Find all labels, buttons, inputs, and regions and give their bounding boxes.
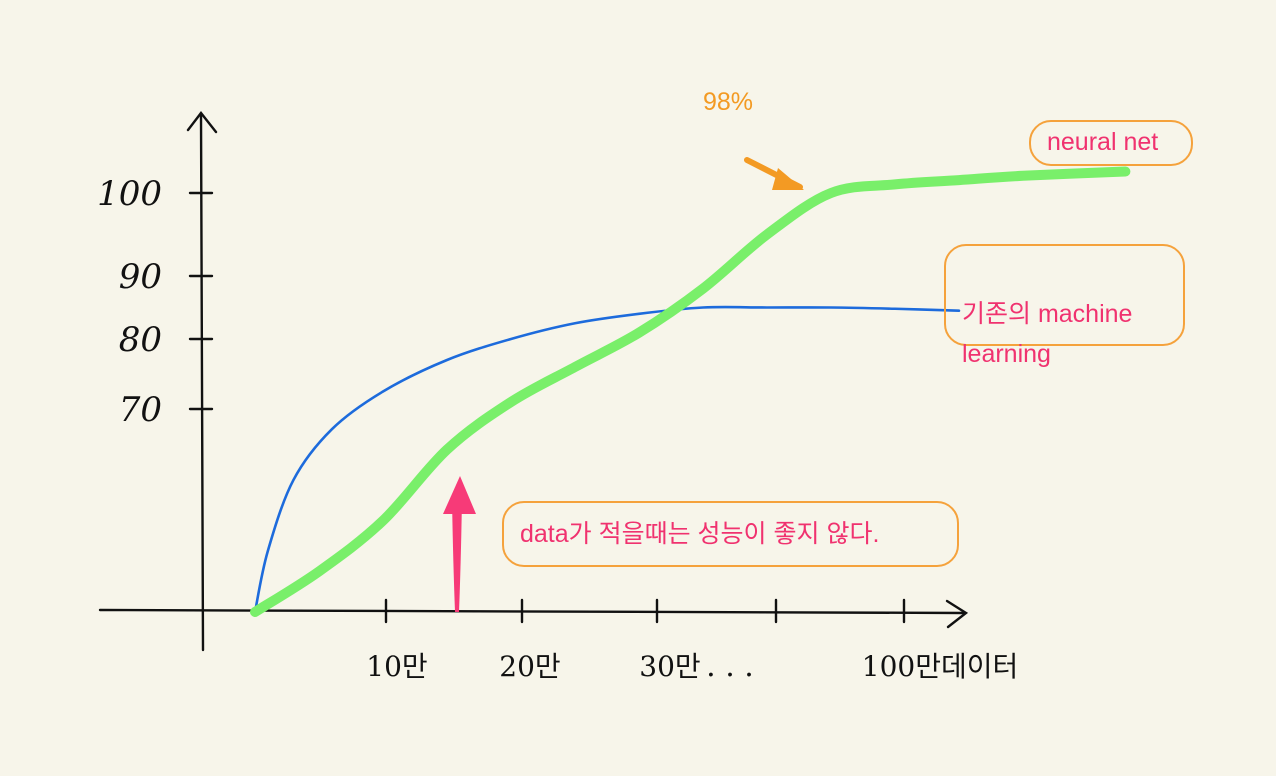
low-data-arrowhead [443,476,476,514]
x-axis [98,608,967,615]
peak-arrowhead [772,168,804,190]
legend-neural-net-label: neural net [1047,128,1159,156]
x-tick-label-3: 100만데이터 [862,650,1018,683]
x-tick-label-0: 10만 [366,650,427,683]
x-ellipsis: . . . [706,649,754,684]
y-axis [199,113,205,652]
series-line-neural-net [250,166,1131,617]
y-tick-label-100: 100 [97,174,162,214]
low-data-annotation: data가 적을때는 성능이 좋지 않다. [502,501,959,567]
series-line-machine-learning [253,305,961,614]
peak-annotation: 98% [703,88,754,116]
legend-neural-net: neural net [1029,120,1193,166]
legend-machine-learning-label: 기존의 machine learning [962,300,1133,368]
y-tick-label-70: 70 [119,390,162,430]
y-tick-label-90: 90 [119,257,162,297]
x-axis-arrowhead [945,599,969,629]
y-axis-arrowhead [186,111,218,134]
x-tick-label-1: 20만 [499,650,560,683]
y-tick-label-80: 80 [119,320,162,360]
x-tick-label-2: 30만 [639,650,700,683]
low-data-arrow-shaft [452,498,462,612]
legend-machine-learning: 기존의 machine learning [944,244,1185,368]
low-data-annotation-text: data가 적을때는 성능이 좋지 않다. [520,520,880,548]
